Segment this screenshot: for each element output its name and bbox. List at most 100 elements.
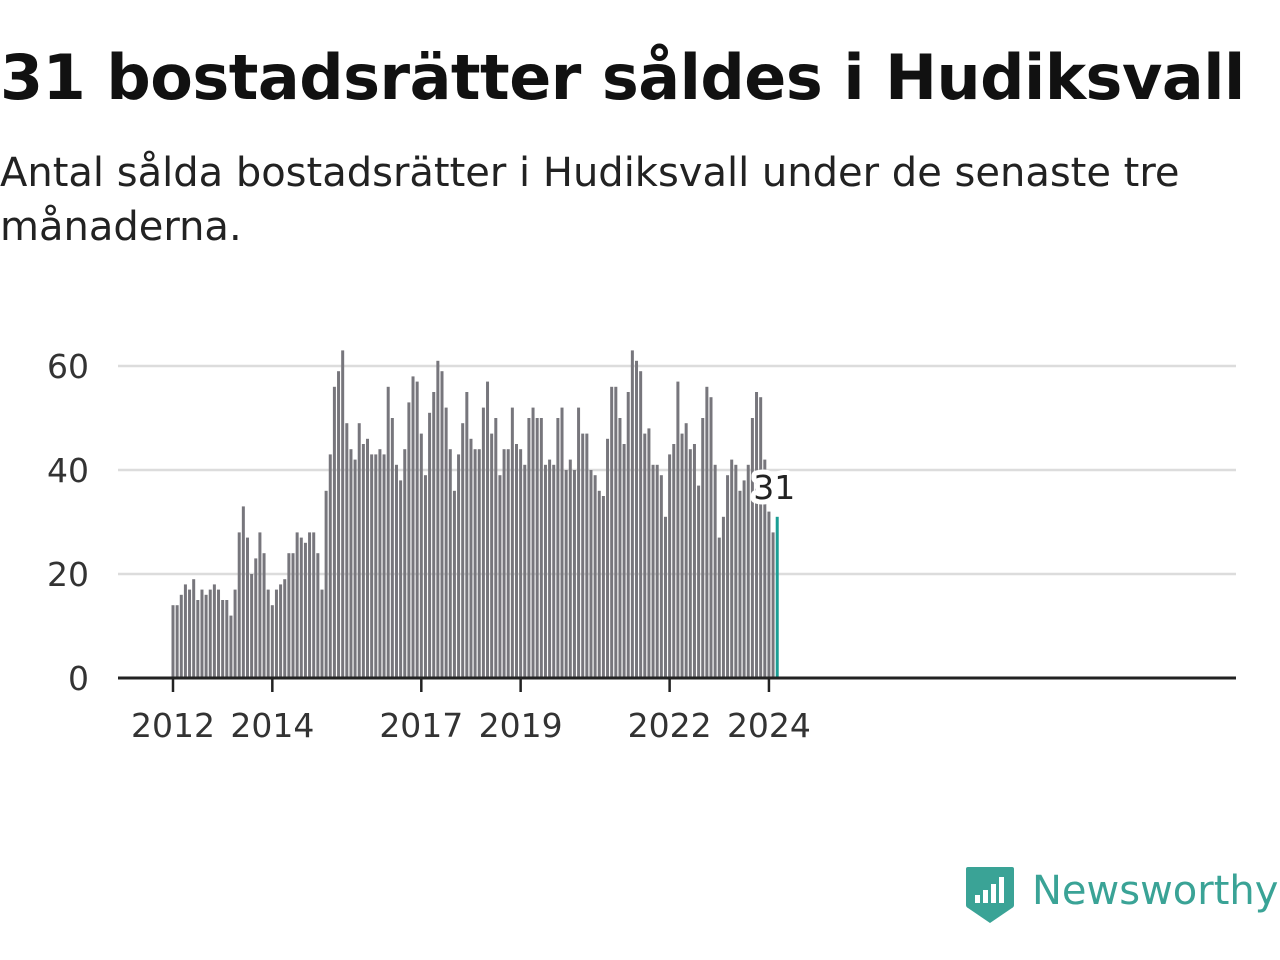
bar [457, 454, 461, 678]
bar [324, 490, 328, 678]
bar [539, 418, 543, 678]
bar [581, 433, 585, 678]
y-tick-label: 0 [68, 659, 89, 698]
bar [196, 600, 200, 678]
bar [535, 418, 539, 678]
bars [171, 350, 779, 678]
bar [208, 589, 212, 678]
x-tick-label: 2012 [131, 706, 215, 745]
bar [543, 464, 547, 678]
bar [225, 600, 229, 678]
bar [390, 418, 394, 678]
bar [432, 392, 436, 678]
bar [308, 532, 312, 678]
bar [647, 428, 651, 678]
labels: 0 20 40 60 2012 2014 2017 2019 2022 2024 31 [47, 347, 811, 745]
bar [378, 449, 382, 678]
bar [730, 459, 734, 678]
brand-name: Newsworthy [1032, 868, 1279, 914]
x-tick-label: 2019 [479, 706, 563, 745]
bar [717, 537, 721, 678]
bar [448, 449, 452, 678]
bar [183, 584, 187, 678]
bar [759, 397, 763, 678]
y-tick-label: 60 [47, 347, 89, 386]
bar [593, 475, 597, 678]
x-tick-label: 2024 [727, 706, 811, 745]
bar [659, 475, 663, 678]
bar [469, 438, 473, 678]
bar [200, 589, 204, 678]
bar [738, 490, 742, 678]
bar [572, 470, 576, 678]
bar [589, 470, 593, 678]
bar [283, 579, 287, 678]
bar [655, 464, 659, 678]
bar [552, 464, 556, 678]
bar [626, 392, 630, 678]
bar [494, 418, 498, 678]
bar [403, 449, 407, 678]
bar [519, 449, 523, 678]
bar [510, 407, 514, 678]
bar [502, 449, 506, 678]
bar [258, 532, 262, 678]
bar [320, 589, 324, 678]
x-tick-label: 2017 [379, 706, 463, 745]
bar [755, 392, 759, 678]
bar [444, 407, 448, 678]
bar [523, 464, 527, 678]
bar [287, 553, 291, 678]
bar [353, 459, 357, 678]
bar [440, 371, 444, 678]
bar [481, 407, 485, 678]
bar [643, 433, 647, 678]
bar [490, 433, 494, 678]
newsworthy-logo-icon [966, 867, 1014, 923]
chart-subtitle: Antal sålda bostadsrätter i Hudiksvall u… [0, 150, 1180, 250]
bar [705, 386, 709, 678]
bar [233, 589, 237, 678]
bar [601, 496, 605, 678]
bar [692, 444, 696, 678]
bar [548, 459, 552, 678]
bar [767, 511, 771, 678]
bar [750, 418, 754, 678]
bar [568, 459, 572, 678]
bar [328, 454, 332, 678]
bar [349, 449, 353, 678]
bar [411, 376, 415, 678]
bar [382, 454, 386, 678]
bar [254, 558, 258, 678]
bar [465, 392, 469, 678]
bar [639, 371, 643, 678]
bar [192, 579, 196, 678]
bar [709, 397, 713, 678]
bar [399, 480, 403, 678]
bar [295, 532, 299, 678]
bar [394, 464, 398, 678]
bar [701, 418, 705, 678]
y-tick-label: 40 [47, 451, 89, 490]
bar [452, 490, 456, 678]
bar [370, 454, 374, 678]
bar [477, 449, 481, 678]
bar [303, 542, 307, 678]
bar [245, 537, 249, 678]
bar [742, 480, 746, 678]
bar [618, 418, 622, 678]
bar [270, 605, 274, 678]
bar [713, 464, 717, 678]
axes [118, 676, 1236, 692]
bar [527, 418, 531, 678]
bar [473, 449, 477, 678]
bar [250, 574, 254, 678]
bar [668, 454, 672, 678]
bar [734, 464, 738, 678]
bar [345, 423, 349, 678]
bar [337, 371, 341, 678]
x-tick-label: 2014 [230, 706, 314, 745]
bar [651, 464, 655, 678]
bar [461, 423, 465, 678]
bar [676, 381, 680, 678]
